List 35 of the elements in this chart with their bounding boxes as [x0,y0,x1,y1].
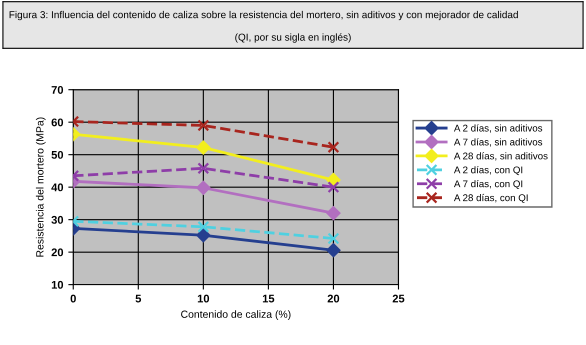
point [326,243,340,258]
legend-label: A 7 días, con QI [454,180,522,190]
point [327,232,340,244]
y-tick-label: 70 [52,86,64,94]
y-tick-label: 50 [52,150,64,159]
point [197,162,210,174]
x-tick-label: 0 [70,294,76,303]
point [327,141,340,154]
y-tick-label: 30 [51,216,64,224]
point [326,173,340,188]
legend-label: A 2 días, sin aditivos [454,124,542,133]
legend-label: A 7 días, sin aditivos [454,138,542,147]
x-tick-label: 20 [328,294,340,303]
x-axis-title: Contenido de caliza (%) [181,310,291,320]
point [196,180,210,195]
x-tick-label: 5 [136,294,142,303]
legend-label: A 2 días, con QI [454,166,522,176]
point [196,140,210,155]
legend-label: A 28 días, con QI [454,194,528,203]
chart-subtitle: (QI, por su sigla en inglés) [235,33,351,43]
y-axis-title: Resistencia del mortero (MPa) [36,117,46,257]
x-tick-label: 15 [262,294,274,303]
y-tick-label: 60 [52,118,64,126]
chart-title: Figura 3: Influencia del contenido de caliza sobre la resistencia del mortero, sin aditivos y con mejorador de calidad [10,10,518,20]
y-tick-label: 20 [52,248,64,256]
y-tick-label: 10 [52,280,64,289]
x-tick-label: 10 [198,294,210,303]
point [327,181,340,194]
point [197,119,210,132]
point [197,220,210,233]
point [326,206,340,220]
legend-label: A 28 días, sin aditivos [454,152,548,161]
x-tick-label: 25 [392,294,404,303]
y-tick-label: 40 [51,183,64,192]
point [196,228,210,242]
